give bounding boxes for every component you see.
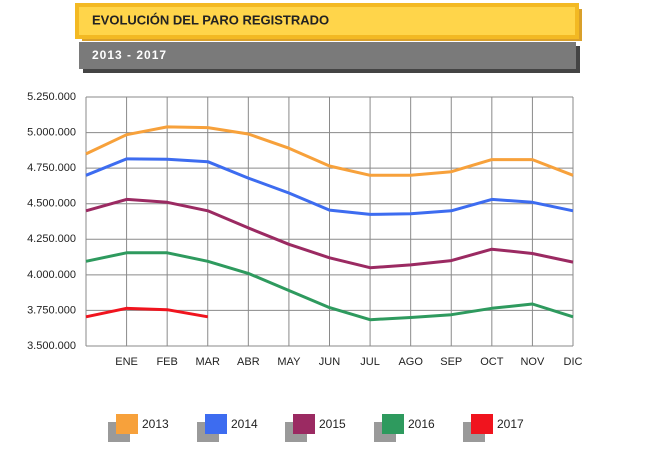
y-tick-label: 4.750.000 (27, 162, 76, 174)
x-tick-label: AGO (398, 356, 423, 368)
x-tick-label: NOV (520, 356, 545, 368)
legend-swatch (471, 414, 493, 434)
series-line (85, 125, 574, 177)
x-tick-label: ENE (115, 356, 138, 368)
legend-label: 2017 (497, 417, 524, 431)
legend-label: 2016 (408, 417, 435, 431)
x-tick-label: SEP (440, 356, 462, 368)
x-tick-label: JUL (360, 356, 380, 368)
x-tick-label: DIC (564, 356, 583, 368)
subtitle-box (79, 42, 576, 69)
legend-label: 2015 (319, 417, 346, 431)
x-tick-label: FEB (156, 356, 177, 368)
chart-title: EVOLUCIÓN DEL PARO REGISTRADO (92, 12, 329, 27)
chart-subtitle: 2013 - 2017 (92, 48, 167, 62)
legend-label: 2014 (231, 417, 258, 431)
y-tick-label: 5.250.000 (27, 91, 76, 103)
x-tick-label: ABR (237, 356, 260, 368)
legend-swatch (116, 414, 138, 434)
title-box (75, 3, 579, 39)
y-tick-label: 4.500.000 (27, 198, 76, 210)
legend-label: 2013 (142, 417, 169, 431)
y-tick-label: 3.750.000 (27, 304, 76, 316)
series-line (85, 251, 574, 322)
x-tick-label: MAY (277, 356, 301, 368)
y-tick-label: 4.250.000 (27, 233, 76, 245)
legend-swatch (293, 414, 315, 434)
x-tick-label: OCT (480, 356, 504, 368)
y-tick-label: 4.000.000 (27, 269, 76, 281)
series-line (85, 306, 209, 319)
legend-swatch (382, 414, 404, 434)
series-line (85, 197, 574, 270)
series-line (85, 157, 574, 216)
x-tick-label: MAR (196, 356, 221, 368)
legend-swatch (205, 414, 227, 434)
x-tick-label: JUN (319, 356, 340, 368)
y-tick-label: 5.000.000 (27, 126, 76, 138)
y-tick-label: 3.500.000 (27, 340, 76, 352)
